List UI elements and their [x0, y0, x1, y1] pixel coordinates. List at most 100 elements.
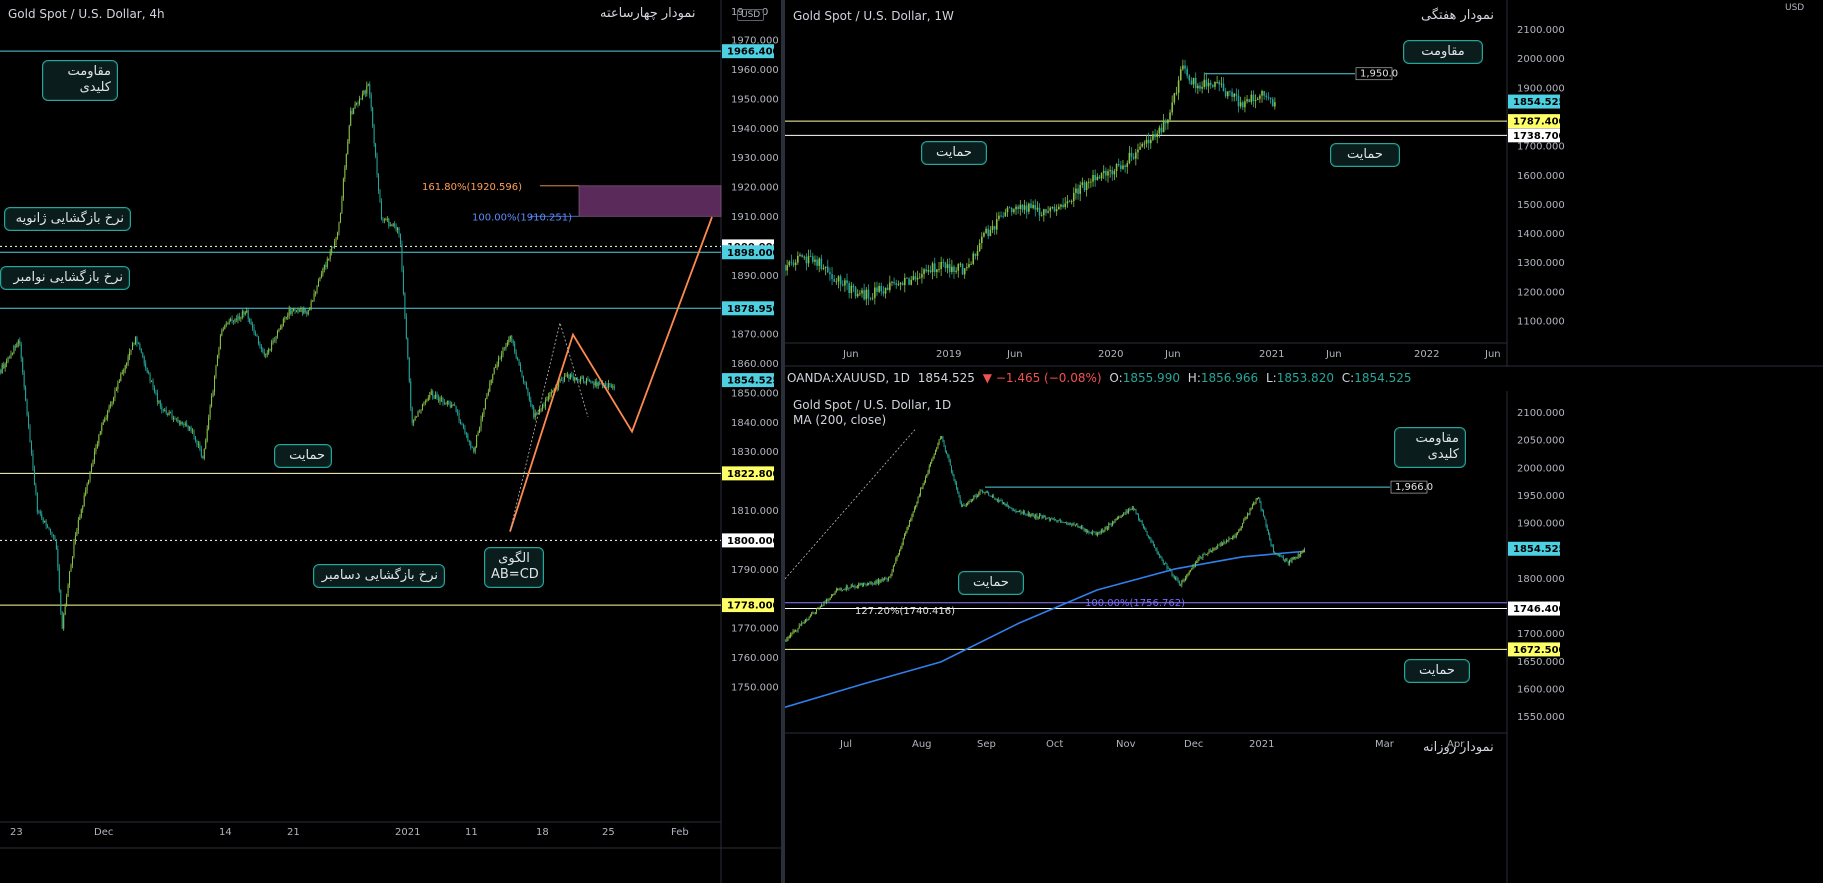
daily-candle	[860, 583, 862, 585]
weekly-candle	[951, 266, 953, 272]
h4-candle	[344, 167, 346, 179]
h4-candle	[366, 85, 368, 94]
daily-candle	[853, 586, 855, 587]
h4-candle	[275, 335, 277, 341]
h4-candle	[414, 416, 416, 421]
daily-candle	[826, 599, 827, 603]
h4-candle	[597, 382, 599, 387]
daily-chart-svg[interactable]: 2100.000 2050.000 2000.000 1950.000 1900.000…	[785, 391, 1823, 883]
h4-candle	[580, 378, 582, 382]
h4-candle	[107, 411, 109, 419]
weekly-candle	[865, 289, 868, 300]
daily-candle	[986, 491, 988, 493]
h4-price-tag-bg	[722, 598, 774, 613]
h4-price-tick: 1890.000	[731, 271, 779, 282]
daily-candle	[1229, 538, 1231, 540]
h4-candle	[489, 382, 491, 392]
daily-candle	[967, 503, 969, 505]
daily-candle	[1016, 511, 1018, 513]
h4-chart-svg[interactable]: 1970.000 1960.000 1950.000 1940.000 1930.000…	[0, 0, 781, 883]
daily-candle	[906, 528, 908, 533]
daily-candle	[1239, 529, 1241, 531]
daily-candle	[887, 577, 889, 581]
weekly-candle	[1235, 93, 1238, 96]
weekly-candle	[1171, 102, 1173, 113]
daily-candle	[813, 612, 815, 614]
h4-candle	[525, 382, 527, 389]
weekly-candle	[1199, 85, 1201, 89]
h4-candle	[1, 364, 3, 374]
h4-candle	[77, 520, 79, 531]
h4-candle	[474, 446, 476, 452]
h4-candle	[542, 404, 544, 410]
daily-candle	[1266, 525, 1268, 531]
daily-candle	[847, 586, 848, 588]
h4-candle	[64, 606, 66, 615]
h4-candle	[511, 336, 513, 341]
daily-candle	[980, 490, 982, 492]
daily-candle	[994, 497, 996, 500]
daily-date-tick: 2021	[1249, 739, 1274, 750]
h4-candle	[252, 324, 254, 328]
daily-candle	[996, 499, 998, 501]
weekly-candle	[1051, 206, 1054, 208]
weekly-candle	[1237, 95, 1240, 107]
h4-price-tick: 1970.000	[731, 36, 779, 47]
h4-candle	[95, 448, 97, 452]
daily-candle	[1233, 535, 1235, 538]
h4-candle	[423, 402, 425, 405]
h4-candle	[173, 417, 175, 419]
weekly-date-tick: 2022	[1414, 349, 1439, 360]
h4-candle	[590, 381, 592, 383]
daily-candle	[1188, 571, 1190, 574]
weekly-chart-svg[interactable]: 2100.000 2000.000 1900.000 1700.000 1600.000…	[785, 0, 1823, 367]
h4-candle	[52, 534, 54, 537]
daily-candle	[833, 594, 835, 595]
weekly-candle	[1120, 165, 1122, 169]
daily-candle	[842, 589, 844, 591]
h4-candle	[274, 340, 276, 342]
h4-candle	[407, 338, 409, 358]
weekly-candle	[1244, 101, 1246, 108]
daily-candle	[1050, 518, 1052, 520]
h4-candle	[50, 528, 52, 533]
weekly-candle	[893, 281, 895, 284]
h4-price-tick: 1940.000	[731, 124, 779, 135]
daily-candle	[809, 614, 811, 618]
daily-candle	[843, 589, 845, 590]
weekly-candle	[1139, 146, 1141, 150]
daily-chart-panel[interactable]: 2100.000 2050.000 2000.000 1950.000 1900.000…	[785, 391, 1823, 883]
daily-candle	[905, 532, 907, 535]
daily-candle	[1043, 515, 1045, 518]
weekly-candle	[1002, 215, 1004, 217]
h4-candle	[358, 98, 360, 104]
daily-candle	[1076, 524, 1078, 526]
daily-candle	[802, 622, 804, 624]
h4-candle	[455, 406, 457, 412]
h4-candle	[291, 310, 293, 314]
h4-candle	[233, 320, 235, 322]
daily-candle	[1145, 528, 1147, 532]
daily-candle	[1011, 507, 1013, 510]
h4-candle	[183, 424, 185, 425]
h4-candle	[558, 382, 560, 388]
h4-chart-panel[interactable]: 1970.000 1960.000 1950.000 1940.000 1930.000…	[0, 0, 781, 883]
h4-candle	[583, 376, 585, 382]
h4-candle	[462, 424, 464, 428]
weekly-price-tag-bg	[1508, 128, 1560, 143]
weekly-chart-panel[interactable]: 2100.000 2000.000 1900.000 1700.000 1600.000…	[785, 0, 1823, 367]
weekly-candle	[1222, 83, 1225, 92]
weekly-candle	[822, 267, 825, 269]
weekly-candle	[1141, 143, 1144, 147]
daily-candle	[1227, 540, 1229, 542]
daily-candle	[1276, 553, 1278, 555]
daily-candle	[785, 639, 787, 642]
daily-candle	[1099, 531, 1101, 533]
weekly-candle	[790, 261, 793, 263]
weekly-candle	[856, 293, 859, 297]
weekly-candle	[801, 254, 803, 257]
weekly-chart-title: Gold Spot / U.S. Dollar, 1W	[793, 9, 954, 23]
h4-candle	[11, 353, 13, 355]
daily-candle	[1072, 523, 1074, 525]
daily-candle	[788, 637, 790, 638]
